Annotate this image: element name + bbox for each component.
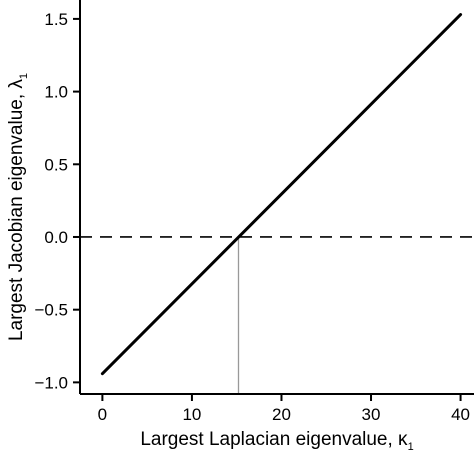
x-tick-label: 40 <box>451 405 470 424</box>
y-tick-label: 0.0 <box>44 228 68 247</box>
x-axis-label-subscript: 1 <box>408 441 414 453</box>
x-axis-label: Largest Laplacian eigenvalue, κ1 <box>140 429 413 453</box>
x-tick-label: 10 <box>182 405 201 424</box>
y-tick-label: −1.0 <box>34 373 68 392</box>
y-tick-label: 0.5 <box>44 155 68 174</box>
axes-layer <box>79 0 474 395</box>
x-tick-label: 30 <box>362 405 381 424</box>
series-layer <box>100 13 463 376</box>
x-tick-label: 20 <box>272 405 291 424</box>
y-axis-label-text: Largest Jacobian eigenvalue, λ <box>6 79 27 341</box>
y-axis-label-subscript: 1 <box>18 73 30 79</box>
x-tick-label: 0 <box>98 405 107 424</box>
ticks-layer: 0 10 20 30 40 −1.0 −0.5 0.0 0.5 1.0 1.5 <box>34 10 470 424</box>
y-tick-label: 1.5 <box>44 10 68 29</box>
eigenvalue-series-line <box>100 13 463 376</box>
x-axis-label-text: Largest Laplacian eigenvalue, κ <box>140 429 408 450</box>
y-axis-label: Largest Jacobian eigenvalue, λ1 <box>6 73 30 341</box>
y-tick-label: −0.5 <box>34 301 68 320</box>
reference-lines-layer <box>80 236 474 394</box>
y-tick-label: 1.0 <box>44 83 68 102</box>
